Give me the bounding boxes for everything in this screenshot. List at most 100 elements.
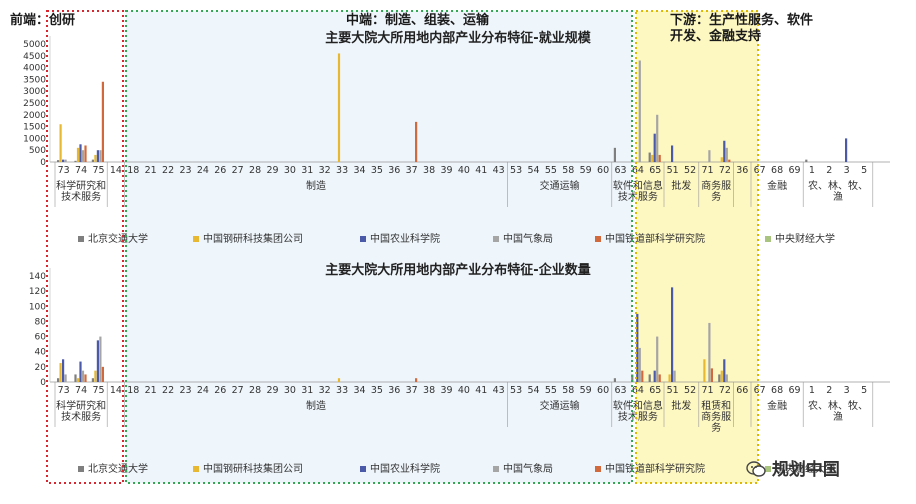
watermark-text: 规划中国 xyxy=(771,460,840,480)
category-tick-label: 1 xyxy=(809,385,815,396)
y-tick-label: 80 xyxy=(35,317,47,327)
bar xyxy=(656,114,659,162)
bar xyxy=(703,359,706,382)
category-tick-label: 69 xyxy=(788,385,800,396)
category-tick-label: 30 xyxy=(284,165,296,176)
category-tick-label: 75 xyxy=(92,165,104,176)
legend-entry: 中国铁道部科学研究院 xyxy=(605,462,705,475)
category-tick-label: 37 xyxy=(406,385,418,396)
category-tick-label: 33 xyxy=(336,165,348,176)
bar xyxy=(845,138,848,162)
y-tick-label: 2000 xyxy=(23,111,46,121)
category-tick-label: 52 xyxy=(684,165,696,176)
category-tick-label: 72 xyxy=(719,165,731,176)
category-tick-label: 32 xyxy=(319,385,331,396)
bar xyxy=(708,150,711,162)
category-tick-label: 35 xyxy=(371,385,383,396)
category-tick-label: 30 xyxy=(284,385,296,396)
bar xyxy=(76,147,80,162)
category-tick-label: 38 xyxy=(423,385,435,396)
category-tick-label: 68 xyxy=(771,165,783,176)
category-tick-label: 53 xyxy=(510,385,522,396)
category-tick-label: 38 xyxy=(423,165,435,176)
legend-entry: 北京交通大学 xyxy=(88,232,148,245)
category-tick-label: 22 xyxy=(162,385,174,396)
legend-swatch xyxy=(360,466,366,472)
bar xyxy=(76,378,80,382)
category-tick-label: 31 xyxy=(301,385,313,396)
bar xyxy=(57,378,60,382)
group-label: 科学研究和 xyxy=(56,399,106,412)
y-tick-label: 4000 xyxy=(23,64,46,74)
bar xyxy=(415,378,418,382)
bar xyxy=(96,150,99,162)
category-tick-label: 35 xyxy=(371,165,383,176)
bar xyxy=(638,60,641,162)
category-tick-label: 14 xyxy=(110,385,122,396)
category-tick-label: 74 xyxy=(75,385,87,396)
category-tick-label: 63 xyxy=(614,385,626,396)
legend-entry: 中国钢研科技集团公司 xyxy=(203,232,303,245)
category-tick-label: 5 xyxy=(861,165,867,176)
group-label: 农、林、牧、 xyxy=(808,179,868,192)
bar xyxy=(99,150,102,162)
category-tick-label: 39 xyxy=(440,165,452,176)
group-label: 制造 xyxy=(306,179,326,192)
bar xyxy=(805,159,808,162)
bar xyxy=(59,124,62,162)
category-tick-label: 67 xyxy=(754,165,766,176)
legend-entry: 中国农业科学院 xyxy=(370,462,440,475)
category-tick-label: 31 xyxy=(301,165,313,176)
group-label: 租赁和 xyxy=(701,399,731,412)
bar xyxy=(59,363,62,382)
y-tick-label: 0 xyxy=(40,378,46,388)
bar xyxy=(641,370,644,382)
chart-title: 主要大院大所用地内部产业分布特征-就业规模 xyxy=(325,30,591,46)
category-tick-label: 53 xyxy=(510,165,522,176)
category-tick-label: 34 xyxy=(353,385,365,396)
bar xyxy=(720,157,723,162)
category-tick-label: 67 xyxy=(754,385,766,396)
bar xyxy=(62,159,65,162)
legend-entry: 北京交通大学 xyxy=(88,462,148,475)
category-tick-label: 65 xyxy=(649,385,661,396)
chart-title: 主要大院大所用地内部产业分布特征-企业数量 xyxy=(325,262,590,278)
group-label: 商务服 xyxy=(701,410,731,423)
category-tick-label: 51 xyxy=(667,165,679,176)
category-tick-label: 55 xyxy=(545,385,557,396)
chart-2: 主要大院大所用地内部产业分布特征-企业数量0204060801001201407… xyxy=(29,262,890,475)
category-tick-label: 28 xyxy=(249,385,261,396)
bar xyxy=(81,150,85,162)
wechat-icon xyxy=(746,461,766,477)
bar xyxy=(101,366,104,382)
bar xyxy=(79,361,82,382)
category-tick-label: 36 xyxy=(388,385,400,396)
front-zone-border xyxy=(46,10,124,484)
category-tick-label: 24 xyxy=(197,165,209,176)
y-tick-label: 140 xyxy=(29,272,46,282)
category-tick-label: 39 xyxy=(440,385,452,396)
bar xyxy=(415,121,418,162)
bar xyxy=(718,374,721,382)
bar xyxy=(613,378,616,382)
category-tick-label: 65 xyxy=(649,165,661,176)
y-tick-label: 0 xyxy=(40,158,46,168)
category-tick-label: 36 xyxy=(388,165,400,176)
category-tick-label: 69 xyxy=(788,165,800,176)
category-tick-label: 23 xyxy=(179,385,191,396)
category-tick-label: 23 xyxy=(179,165,191,176)
downstream-zone-fill xyxy=(636,11,758,483)
category-tick-label: 21 xyxy=(145,165,157,176)
legend-swatch xyxy=(595,466,601,472)
category-tick-label: 60 xyxy=(597,165,609,176)
category-tick-label: 68 xyxy=(771,385,783,396)
front-zone-label: 前端：创研 xyxy=(10,13,76,28)
bar xyxy=(728,159,731,162)
bar xyxy=(613,147,616,162)
downstream-zone-label-2: 开发、金融支持 xyxy=(670,29,762,44)
category-tick-label: 75 xyxy=(92,385,104,396)
category-tick-label: 32 xyxy=(319,165,331,176)
category-tick-label: 55 xyxy=(545,165,557,176)
group-label: 渔 xyxy=(833,191,843,203)
